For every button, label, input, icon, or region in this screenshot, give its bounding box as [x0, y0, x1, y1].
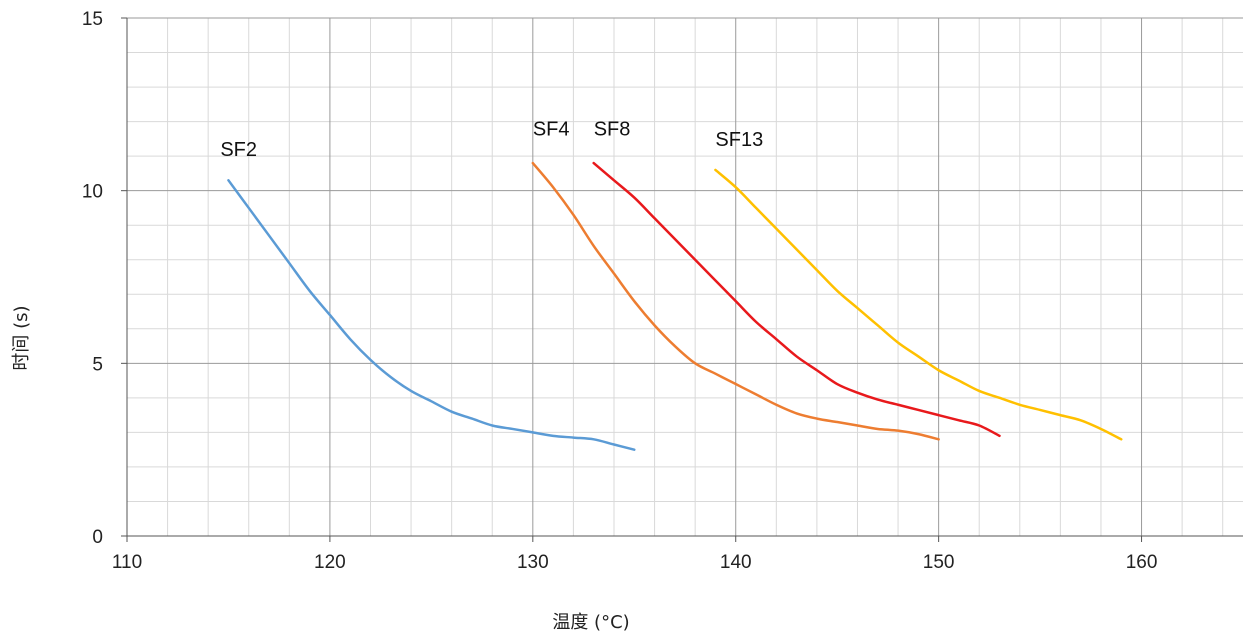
y-axis-title: 时间 (s): [11, 305, 32, 370]
x-tick-label: 150: [923, 552, 955, 573]
y-tick-label: 10: [82, 182, 103, 203]
axes: [121, 17, 1243, 542]
series-line-sf2: [227, 179, 636, 451]
y-tick-label: 5: [92, 354, 103, 375]
y-tick-labels: 0 5 10 15: [82, 9, 103, 548]
x-tick-label: 130: [517, 552, 549, 573]
x-tick-label: 140: [720, 552, 752, 573]
series-label-sf2: SF2: [220, 139, 257, 161]
series-label-sf4: SF4: [533, 118, 570, 140]
x-tick-labels: 110 120 130 140 150 160: [112, 552, 1158, 573]
y-tick-label: 0: [92, 527, 103, 548]
x-axis-title: 温度 (°C): [552, 612, 629, 633]
minor-grid: [127, 18, 1243, 536]
y-tick-label: 15: [82, 9, 103, 30]
series-line-sf13: [714, 168, 1123, 441]
series-label-sf8: SF8: [594, 118, 631, 140]
series-line-sf8: [592, 161, 1001, 438]
x-tick-label: 110: [112, 552, 142, 573]
major-grid: [126, 17, 1243, 537]
series-line-sf4: [531, 161, 940, 441]
series-labels: SF2 SF4 SF8 SF13: [220, 118, 763, 161]
x-tick-label: 120: [314, 552, 346, 573]
series-label-sf13: SF13: [715, 129, 763, 151]
series-lines: [227, 161, 1123, 451]
x-tick-label: 160: [1126, 552, 1158, 573]
